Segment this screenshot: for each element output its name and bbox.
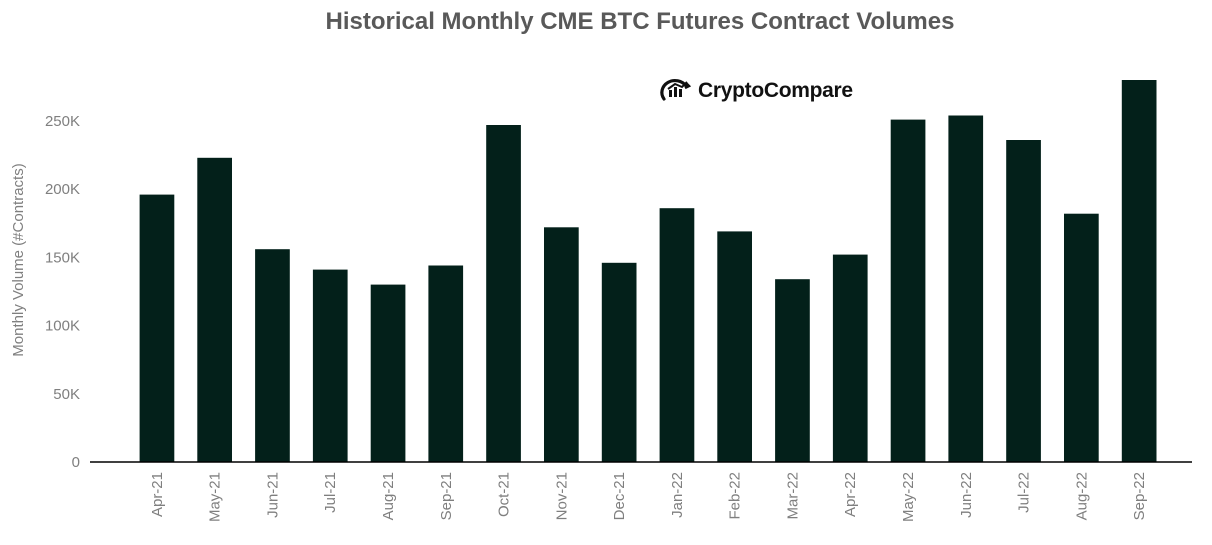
y-tick-label: 200K [45, 181, 80, 198]
x-tick-label: May-21 [207, 472, 224, 522]
bar-may-22 [890, 119, 926, 462]
x-tick-label: Apr-21 [149, 472, 166, 517]
bar-apr-22 [832, 254, 868, 462]
x-tick-label: Dec-21 [611, 472, 628, 520]
x-tick-label: Sep-21 [438, 472, 455, 520]
bar-jul-21 [312, 269, 348, 462]
x-tick-label: Mar-22 [784, 472, 801, 520]
bar-jun-22 [948, 115, 984, 462]
x-tick-label: Jul-22 [1016, 472, 1033, 513]
bar-may-21 [197, 157, 232, 463]
x-tick-label: Jan-22 [669, 472, 686, 518]
x-tick-label: Oct-21 [496, 472, 513, 517]
x-tick-label: Aug-21 [380, 472, 397, 520]
cryptocompare-logo: CryptoCompare [658, 78, 853, 104]
bar-aug-21 [370, 284, 406, 462]
y-tick-label: 50K [53, 386, 80, 403]
bar-apr-21 [139, 194, 175, 462]
x-tick-label: May-22 [900, 472, 917, 522]
bar-sep-21 [428, 265, 464, 462]
bar-dec-21 [601, 262, 637, 462]
x-tick-label: Jun-22 [958, 472, 975, 518]
bar-mar-22 [775, 279, 810, 462]
x-tick-label: Feb-22 [727, 472, 744, 520]
bar-jul-22 [1006, 140, 1041, 462]
y-tick-label: 150K [45, 249, 80, 266]
x-tick-label: Nov-21 [553, 472, 570, 520]
y-tick-label: 100K [45, 318, 80, 335]
bar-oct-21 [486, 125, 521, 462]
x-tick-label: Jul-21 [322, 472, 339, 513]
y-axis-ticks: 0 50K 100K 150K 200K 250K [45, 113, 80, 471]
cryptocompare-logo-icon [660, 79, 692, 101]
bar-nov-21 [544, 227, 579, 462]
bars-group [139, 80, 1157, 463]
x-tick-label: Sep-22 [1131, 472, 1148, 520]
bar-jan-22 [659, 208, 695, 462]
bar-jun-21 [255, 249, 290, 462]
y-tick-label: 0 [72, 454, 80, 471]
cryptocompare-logo-text: CryptoCompare [698, 79, 853, 102]
x-tick-label: Apr-22 [842, 472, 859, 517]
bar-aug-22 [1064, 213, 1099, 462]
bar-sep-22 [1121, 80, 1157, 462]
bar-feb-22 [717, 231, 752, 462]
x-axis-ticks: Apr-21 May-21 Jun-21 Jul-21 Aug-21 Sep-21 Oct-… [149, 472, 1148, 522]
chart-title: Historical Monthly CME BTC Futures Contr… [325, 8, 955, 35]
y-axis-title: Monthly Volume (#Contracts) [10, 163, 27, 356]
x-tick-label: Jun-21 [264, 472, 281, 518]
x-tick-label: Aug-22 [1073, 472, 1090, 520]
y-tick-label: 250K [45, 113, 80, 130]
